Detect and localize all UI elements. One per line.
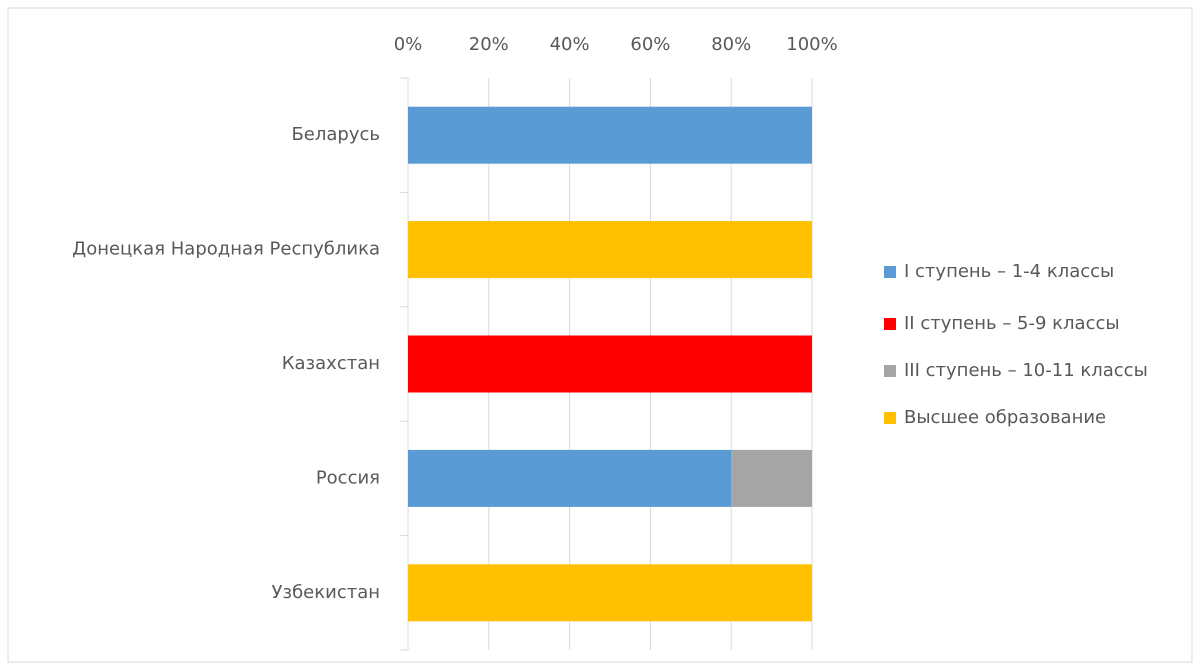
legend-label: I ступень – 1-4 классы — [904, 261, 1114, 282]
x-tick-label: 40% — [550, 34, 590, 55]
x-tick-label: 20% — [469, 34, 509, 55]
legend-swatch — [884, 318, 896, 330]
bar-segment — [731, 449, 812, 507]
legend-label: III ступень – 10-11 классы — [904, 360, 1148, 381]
bar-segment — [408, 106, 812, 164]
legend-swatch — [884, 266, 896, 278]
bar-segment — [408, 564, 812, 622]
bar-segment — [408, 335, 812, 393]
legend-label: Высшее образование — [904, 407, 1106, 428]
x-tick-label: 100% — [786, 34, 837, 55]
bar-segment — [408, 221, 812, 279]
x-tick-label: 0% — [394, 34, 423, 55]
legend-swatch — [884, 365, 896, 377]
legend-swatch — [884, 412, 896, 424]
bar-segment — [408, 449, 732, 507]
x-tick-label: 60% — [630, 34, 670, 55]
chart-border — [7, 7, 1193, 663]
y-tick-label: Казахстан — [282, 353, 380, 374]
x-tick-label: 80% — [711, 34, 751, 55]
y-tick-label: Россия — [316, 467, 380, 488]
y-tick-label: Узбекистан — [272, 582, 380, 603]
y-tick-label: Беларусь — [291, 124, 380, 145]
y-tick-label: Донецкая Народная Республика — [72, 239, 380, 260]
legend-label: II ступень – 5-9 классы — [904, 313, 1120, 334]
